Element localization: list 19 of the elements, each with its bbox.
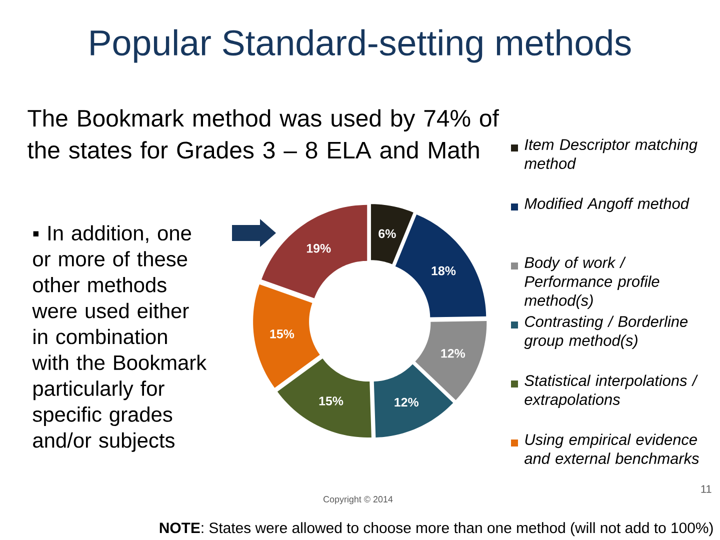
text: 11 bbox=[701, 485, 712, 493]
data-label: 12% bbox=[441, 349, 466, 358]
data-label: 18% bbox=[432, 266, 456, 276]
data-label: 19% bbox=[306, 244, 331, 253]
text: Copyright © 2014 bbox=[324, 496, 393, 504]
text: ▪ In addition, one or more of these other methods were used either in combination with the Bookmark particularly for specific grades and/or subjects bbox=[32, 225, 207, 452]
legend-label: Item Descriptor matching method bbox=[524, 138, 698, 169]
data-label: 12% bbox=[394, 398, 419, 407]
text: NOTE: States were allowed to choose more than one method (will not add to 100%) bbox=[160, 522, 713, 536]
legend-label: Using empirical evidence and external benchmarks bbox=[524, 434, 699, 464]
data-label: 15% bbox=[270, 330, 294, 338]
chart-subtitle: The Bookmark method was used by 74% of the states for Grades 3 – 8 ELA and Math bbox=[28, 109, 499, 159]
legend-label: Contrasting / Borderline group method(s) bbox=[524, 316, 688, 350]
legend-label: Statistical interpolations / extrapolations bbox=[524, 374, 698, 408]
chart-title: Popular Standard-setting methods bbox=[90, 29, 631, 63]
data-label: 6% bbox=[378, 229, 396, 238]
data-label: 15% bbox=[319, 396, 344, 406]
legend-label: Modified Angoff method bbox=[524, 198, 690, 212]
legend-label: Body of work / Performance profile method(s) bbox=[524, 256, 660, 309]
